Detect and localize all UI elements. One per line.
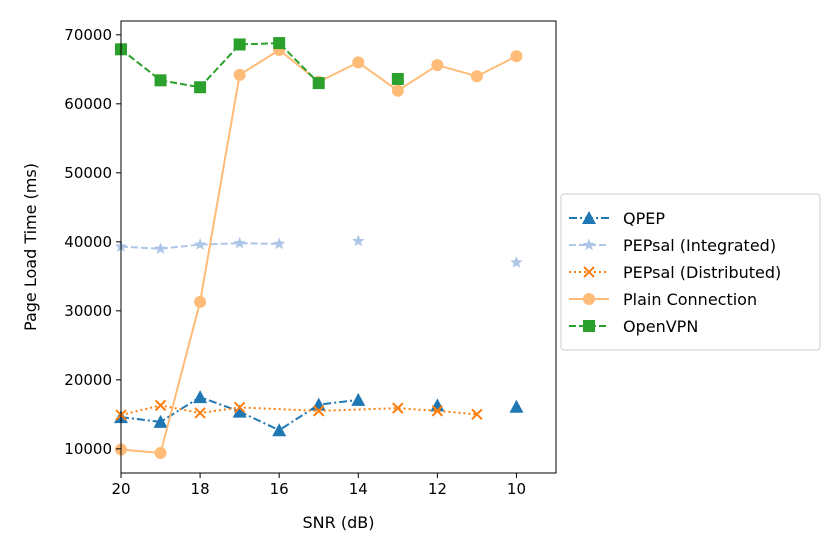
- series-pepsal-distributed: [115, 399, 483, 421]
- legend-marker: [583, 320, 595, 332]
- data-point: [431, 59, 444, 72]
- series-pepsal-integrated: [114, 234, 523, 268]
- data-point: [154, 74, 167, 87]
- x-tick-label: 20: [111, 480, 130, 498]
- legend-item: QPEP: [569, 209, 665, 228]
- data-point: [273, 237, 286, 250]
- legend-box: [560, 193, 821, 351]
- legend-marker: [583, 266, 595, 278]
- data-point: [391, 72, 404, 85]
- data-point: [510, 256, 523, 268]
- series-plain-connection: [115, 43, 523, 459]
- data-point: [233, 38, 246, 51]
- legend-item: Plain Connection: [569, 290, 757, 309]
- data-point: [193, 390, 208, 404]
- data-point: [471, 408, 483, 421]
- x-tick-label: 16: [270, 480, 289, 498]
- data-point: [153, 414, 168, 428]
- data-point: [194, 407, 206, 419]
- data-point: [194, 81, 207, 94]
- data-point: [351, 392, 366, 406]
- y-tick-label: 50000: [64, 164, 112, 182]
- legend-label: OpenVPN: [623, 317, 698, 336]
- x-tick-label: 12: [428, 480, 447, 498]
- data-point: [509, 399, 524, 413]
- data-point: [154, 242, 167, 254]
- data-point: [430, 398, 445, 412]
- legend-marker: [582, 211, 596, 224]
- data-point: [352, 234, 365, 247]
- y-tick-label: 40000: [64, 233, 112, 251]
- data-point: [233, 68, 246, 81]
- y-tick-label: 60000: [64, 95, 112, 113]
- data-point: [312, 77, 325, 90]
- legend-label: Plain Connection: [623, 290, 757, 309]
- data-point: [194, 295, 207, 308]
- x-axis-title: SNR (dB): [303, 513, 375, 532]
- plot-frame: [120, 20, 557, 474]
- legend-item: OpenVPN: [569, 317, 698, 336]
- data-point: [232, 404, 247, 418]
- legend-label: QPEP: [623, 209, 665, 228]
- series-line: [120, 42, 320, 89]
- data-point: [470, 70, 483, 83]
- data-point: [272, 423, 287, 437]
- y-tick-label: 20000: [64, 371, 112, 389]
- data-point: [392, 402, 404, 414]
- legend-label: PEPsal (Distributed): [623, 263, 781, 282]
- legend-item: PEPsal (Integrated): [569, 236, 776, 255]
- data-point: [193, 238, 207, 250]
- legend-marker: [582, 238, 596, 251]
- data-point: [510, 50, 523, 63]
- series-openvpn: [115, 37, 404, 94]
- data-point: [313, 405, 325, 417]
- data-point: [352, 56, 365, 69]
- y-axis-title: Page Load Time (ms): [21, 163, 40, 331]
- data-point: [391, 84, 404, 97]
- legend-item: PEPsal (Distributed): [569, 263, 781, 282]
- data-point: [431, 405, 444, 417]
- y-tick-label: 10000: [64, 440, 112, 458]
- y-tick-label: 30000: [64, 302, 112, 320]
- series-line: [120, 48, 517, 455]
- legend-marker: [583, 293, 595, 305]
- data-point: [154, 399, 167, 412]
- x-tick-label: 10: [507, 480, 526, 498]
- x-tick-label: 18: [191, 480, 210, 498]
- data-point: [233, 236, 246, 249]
- y-axis: 10000 20000 30000 40000 50000 60000 70000: [64, 26, 121, 458]
- series-line: [120, 242, 280, 250]
- data-point: [154, 446, 167, 459]
- x-tick-label: 14: [349, 480, 368, 498]
- legend-label: PEPsal (Integrated): [623, 236, 776, 255]
- plot-area: [114, 37, 524, 459]
- legend: QPEP PEPsal (Integrated) PEPsal (Distribut…: [560, 193, 821, 351]
- y-tick-label: 70000: [64, 26, 112, 44]
- data-point: [233, 401, 246, 414]
- series-line: [120, 404, 477, 417]
- data-point: [273, 37, 286, 50]
- x-axis: 20 18 16 14 12 10: [111, 473, 526, 498]
